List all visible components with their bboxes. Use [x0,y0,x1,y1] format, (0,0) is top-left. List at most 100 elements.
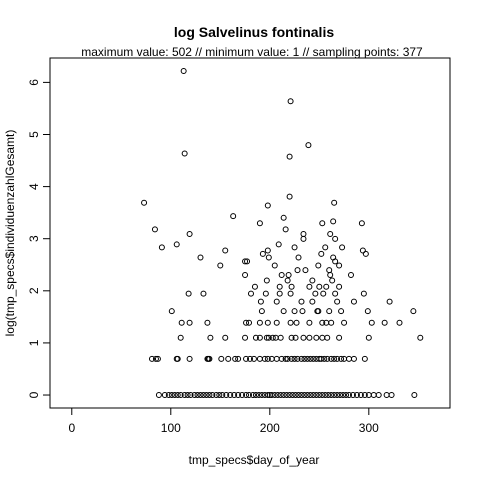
point [310,355,317,362]
x-axis-label: tmp_specs$day_of_year [189,453,320,467]
point [292,392,299,399]
point [242,334,249,341]
point [242,272,249,279]
point [306,319,313,326]
point [325,392,332,399]
point [304,355,311,362]
point [410,308,417,315]
point [327,230,334,237]
point [155,392,162,399]
chart-title: log Salvelinus fontinalis [174,24,334,40]
point [364,308,371,315]
point [336,283,343,290]
point [300,334,307,341]
point [184,392,191,399]
point [361,355,368,362]
point [328,355,335,362]
point [306,334,313,341]
point [180,68,187,75]
point [298,355,305,362]
point [310,392,317,399]
y-tick-label: 3 [27,235,41,242]
point [186,355,193,362]
point [338,355,345,362]
point [316,283,323,290]
point [330,218,337,225]
point [307,392,314,399]
point [222,334,229,341]
y-tick-label: 1 [27,339,41,346]
point [306,283,313,290]
point [278,355,285,362]
point [232,355,239,362]
point [326,267,333,274]
point [339,244,346,251]
point [280,392,287,399]
point [294,267,301,274]
point [177,334,184,341]
point [318,250,325,257]
point [203,392,210,399]
point [331,355,338,362]
point [263,277,270,284]
point [262,290,269,297]
point [309,298,316,305]
point [206,392,213,399]
point [235,392,242,399]
point [256,220,263,227]
point [244,258,251,265]
point [388,392,395,399]
y-tick-label: 2 [27,287,41,294]
point [349,392,356,399]
point [286,153,293,160]
point [168,308,175,315]
point [340,392,347,399]
point [276,290,283,297]
point [301,355,308,362]
y-tick-label: 5 [27,131,41,138]
point [256,334,263,341]
point [273,319,280,326]
point [264,392,271,399]
point [295,254,302,261]
point [284,355,291,362]
point [222,247,229,254]
point [324,355,331,362]
point [225,355,232,362]
point [350,355,357,362]
y-tick-label: 4 [27,183,41,190]
point [252,392,259,399]
point [173,241,180,248]
point [258,308,265,315]
point [191,392,198,399]
point [319,220,326,227]
point [246,392,253,399]
point [259,250,266,257]
point [288,355,295,362]
point [287,290,294,297]
point [360,290,367,297]
point [161,392,168,399]
point [375,392,382,399]
point [249,392,256,399]
point [263,334,270,341]
point [264,355,271,362]
point [309,277,316,284]
point [292,334,299,341]
point [334,298,341,305]
point [277,334,284,341]
point [264,247,271,254]
point [217,262,224,269]
point [151,226,158,233]
point [282,355,289,362]
point [313,334,320,341]
point [319,392,326,399]
point [294,355,301,362]
point [223,392,230,399]
point [204,319,211,326]
point [331,199,338,206]
point [200,290,207,297]
point [287,98,294,105]
